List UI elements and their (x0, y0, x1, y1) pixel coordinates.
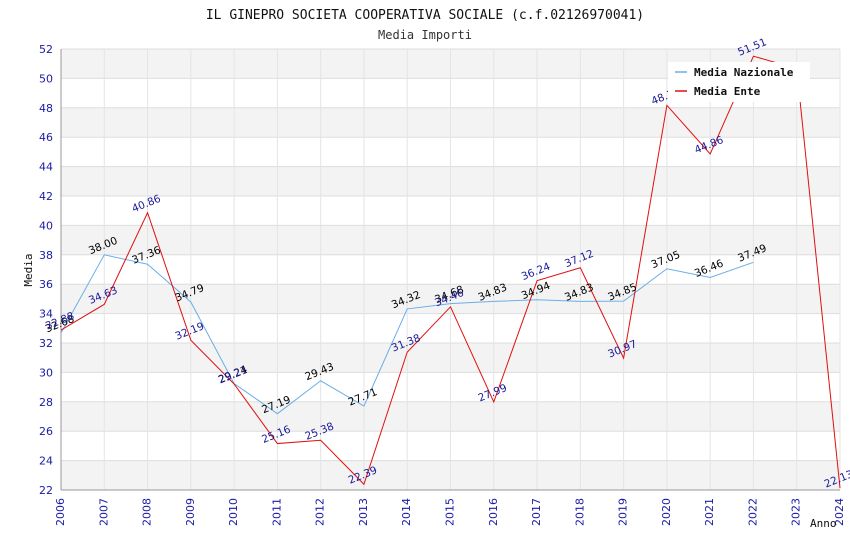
x-tick-label: 2012 (314, 498, 327, 526)
series-lines (60, 55, 841, 489)
y-tick-label: 36 (39, 278, 53, 291)
chart-subtitle: Media Importi (378, 28, 472, 42)
legend-box (668, 62, 810, 102)
x-tick-label: 2021 (703, 498, 716, 526)
y-axis-label: Media (22, 253, 35, 286)
x-tick-label: 2011 (270, 498, 283, 526)
y-tick-label: 34 (39, 308, 53, 321)
y-tick-label: 28 (39, 396, 53, 409)
x-tick-label: 2013 (357, 498, 370, 526)
chart-title: IL GINEPRO SOCIETA COOPERATIVA SOCIALE (… (206, 8, 644, 23)
data-label: 32.19 (174, 320, 206, 342)
legend: Media Nazionale Media Ente (668, 62, 810, 102)
axes: 22 24 26 28 30 32 34 36 38 40 42 44 46 48 50 52 2006 2007… (39, 43, 846, 526)
x-tick-label: 2010 (227, 498, 240, 526)
y-tick-label: 42 (39, 190, 53, 203)
y-tick-label: 50 (39, 72, 53, 85)
x-tick-label: 2017 (530, 498, 543, 526)
x-tick-label: 2008 (141, 498, 154, 526)
y-tick-label: 24 (39, 455, 53, 468)
x-tick-label: 2023 (790, 498, 803, 526)
y-tick-label: 22 (39, 484, 53, 497)
x-tick-label: 2009 (184, 498, 197, 526)
x-axis-label: Anno (810, 517, 837, 530)
legend-label: Media Nazionale (694, 66, 794, 79)
x-tick-label: 2019 (617, 498, 630, 526)
y-tick-label: 30 (39, 366, 53, 379)
y-tick-label: 38 (39, 249, 53, 262)
x-tick-label: 2020 (660, 498, 673, 526)
x-tick-label: 2006 (54, 498, 67, 526)
y-tick-label: 44 (39, 161, 53, 174)
x-tick-label: 2018 (573, 498, 586, 526)
y-tick-label: 32 (39, 337, 53, 350)
x-tick-label: 2007 (97, 498, 110, 526)
x-tick-label: 2024 (833, 498, 846, 526)
y-tick-label: 52 (39, 43, 53, 56)
data-label: 36.46 (693, 257, 726, 280)
y-tick-label: 26 (39, 425, 53, 438)
series-line-media-ente (60, 55, 841, 489)
x-tick-label: 2014 (400, 498, 413, 526)
data-label: 27.99 (476, 382, 508, 404)
x-tick-label: 2015 (444, 498, 457, 526)
x-tick-label: 2016 (487, 498, 500, 526)
series-line-media-nazionale (60, 254, 754, 415)
y-tick-label: 46 (39, 131, 53, 144)
x-tick-label: 2022 (746, 498, 759, 526)
legend-label: Media Ente (694, 85, 761, 98)
y-tick-label: 40 (39, 219, 53, 232)
y-tick-label: 48 (39, 102, 53, 115)
